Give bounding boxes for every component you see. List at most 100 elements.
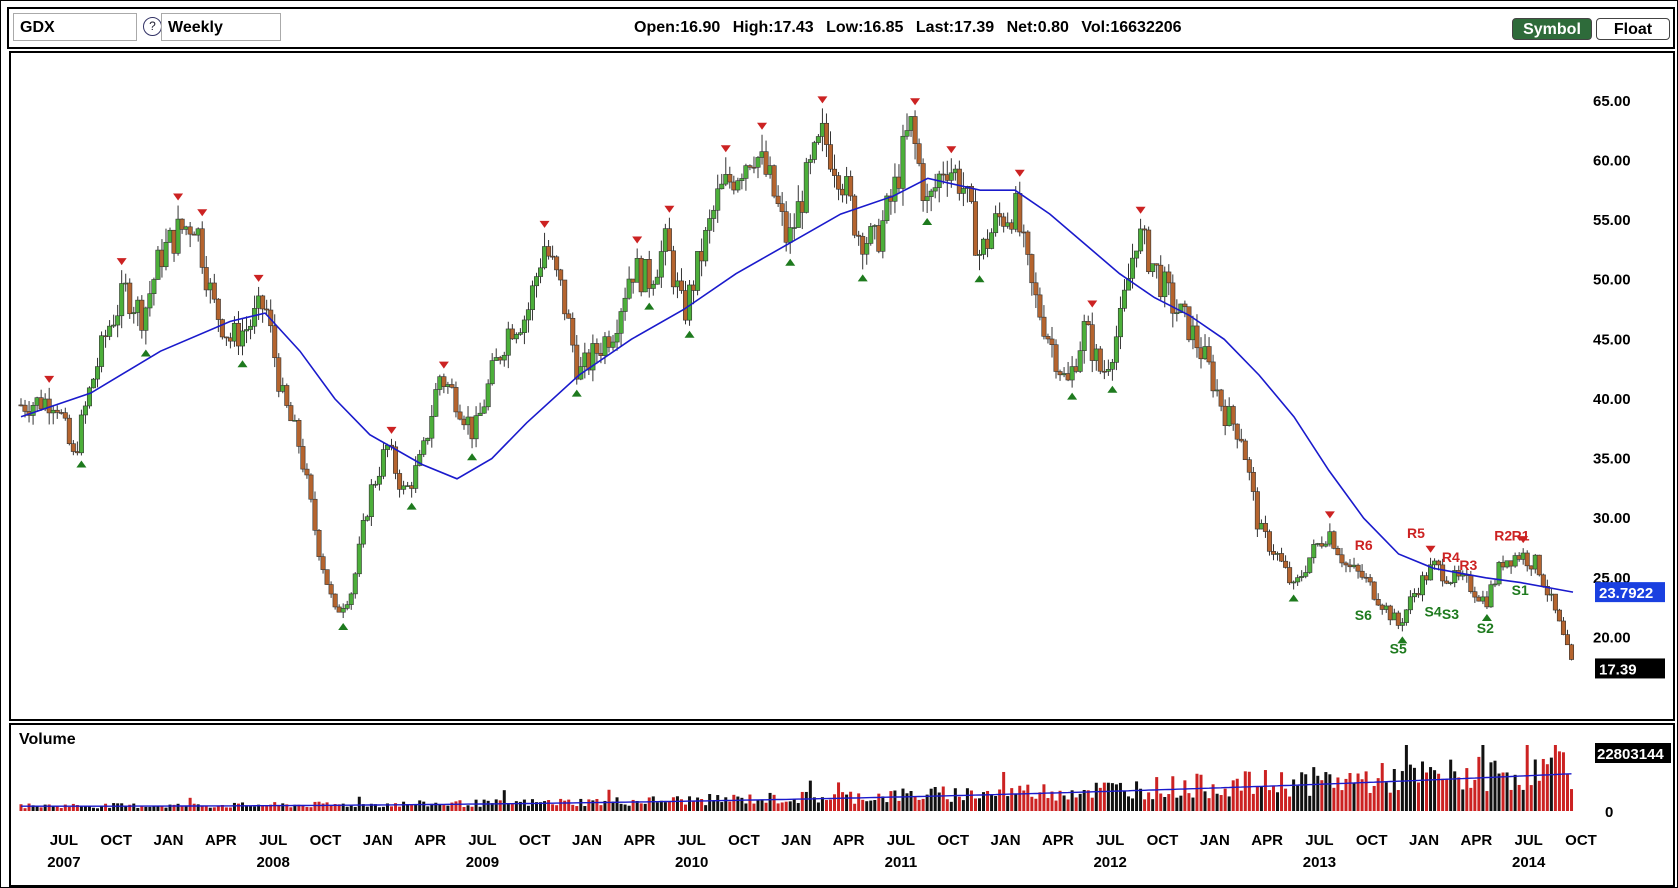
volume-bar	[1098, 787, 1102, 811]
candle-body	[131, 312, 137, 315]
volume-bar	[212, 807, 216, 811]
candle-body	[300, 446, 306, 470]
volume-bar	[196, 804, 200, 811]
candle-body	[485, 383, 491, 408]
candle-body	[1101, 370, 1107, 373]
volume-title: Volume	[19, 731, 76, 748]
candle-body	[743, 165, 749, 179]
volume-bar	[1433, 770, 1437, 811]
volume-bar	[756, 800, 760, 811]
help-icon[interactable]: ?	[143, 17, 162, 36]
support-label: S6	[1355, 607, 1372, 623]
volume-bar	[1074, 797, 1078, 811]
volume-bar	[675, 796, 679, 811]
volume-bar	[486, 800, 490, 811]
x-month-label: JAN	[363, 832, 393, 849]
candle-body	[1540, 574, 1546, 587]
volume-bar	[454, 801, 458, 811]
volume-bar	[1352, 782, 1356, 811]
volume-bar	[1300, 772, 1304, 811]
symbol-button[interactable]: Symbol	[1512, 18, 1592, 40]
candle-body	[380, 449, 386, 477]
volume-bar	[760, 799, 764, 811]
candle-body	[1512, 555, 1518, 567]
volume-bar	[994, 795, 998, 811]
volume-bar	[277, 804, 281, 811]
candle-body	[989, 232, 995, 249]
candle-body	[513, 334, 519, 340]
volume-bar	[796, 803, 800, 811]
volume-bar	[470, 806, 474, 811]
volume-bar	[124, 806, 128, 811]
volume-bar	[841, 792, 845, 811]
candle-body	[304, 468, 310, 476]
candle-body	[1307, 557, 1313, 573]
candle-body	[1053, 344, 1059, 372]
candle-body	[1041, 316, 1047, 337]
candle-body	[1279, 553, 1285, 562]
resistance-label: R3	[1459, 557, 1477, 573]
volume-bar	[1175, 797, 1179, 811]
volume-bar	[1497, 773, 1501, 811]
volume-bar	[309, 807, 313, 811]
volume-bar	[833, 794, 837, 811]
volume-bar	[385, 803, 389, 811]
candle-body	[807, 159, 813, 163]
volume-bar	[1324, 772, 1328, 811]
volume-bar	[136, 807, 140, 811]
candle-body	[590, 343, 596, 371]
candle-body	[179, 218, 185, 230]
volume-bar	[736, 796, 740, 811]
candle-body	[340, 608, 346, 613]
symbol-input[interactable]: GDX	[13, 13, 137, 41]
volume-zero-label: 0	[1605, 804, 1613, 821]
volume-bar	[611, 801, 615, 811]
volume-bar	[1211, 784, 1215, 811]
candle-body	[525, 309, 531, 321]
volume-bar	[941, 786, 945, 811]
float-button[interactable]: Float	[1596, 18, 1670, 40]
candle-body	[348, 593, 354, 605]
candle-body	[143, 307, 149, 331]
volume-bar	[1364, 771, 1368, 811]
candle-body	[441, 376, 447, 387]
volume-bar	[1263, 770, 1267, 811]
candle-body	[1174, 312, 1180, 315]
volume-bar	[1135, 781, 1139, 811]
candle-body	[546, 246, 552, 257]
volume-bar	[164, 807, 168, 811]
candle-body	[99, 335, 105, 367]
candle-body	[1552, 593, 1558, 611]
volume-bar	[800, 791, 804, 811]
volume-bar	[853, 803, 857, 811]
pivot-markers	[44, 96, 1529, 644]
candle-body	[127, 282, 133, 315]
candle-body	[562, 279, 568, 315]
volume-bar	[595, 798, 599, 811]
candle-body	[1130, 257, 1136, 279]
x-month-label: OCT	[1147, 832, 1179, 849]
candle-body	[1299, 576, 1305, 578]
volume-bar	[273, 802, 277, 811]
candle-body	[248, 325, 254, 330]
period-select[interactable]: Weekly	[161, 13, 281, 41]
volume-bar	[301, 804, 305, 811]
volume-bar	[1489, 762, 1493, 811]
volume-bar	[901, 788, 905, 811]
candle-body	[324, 569, 330, 585]
quote-vol: Vol:16632206	[1081, 19, 1182, 36]
volume-bar	[885, 802, 889, 811]
volume-bar	[820, 797, 824, 811]
volume-bar	[1038, 792, 1042, 811]
volume-bar	[160, 806, 164, 811]
x-month-label: OCT	[1356, 832, 1388, 849]
volume-bar	[446, 805, 450, 811]
candle-body	[1564, 634, 1570, 646]
candle-body	[1250, 471, 1256, 492]
candle-body	[542, 246, 548, 269]
volume-bar	[732, 794, 736, 811]
candle-body	[368, 484, 374, 518]
x-month-label: APR	[205, 832, 237, 849]
candle-body	[735, 180, 741, 191]
candle-body	[453, 387, 459, 413]
